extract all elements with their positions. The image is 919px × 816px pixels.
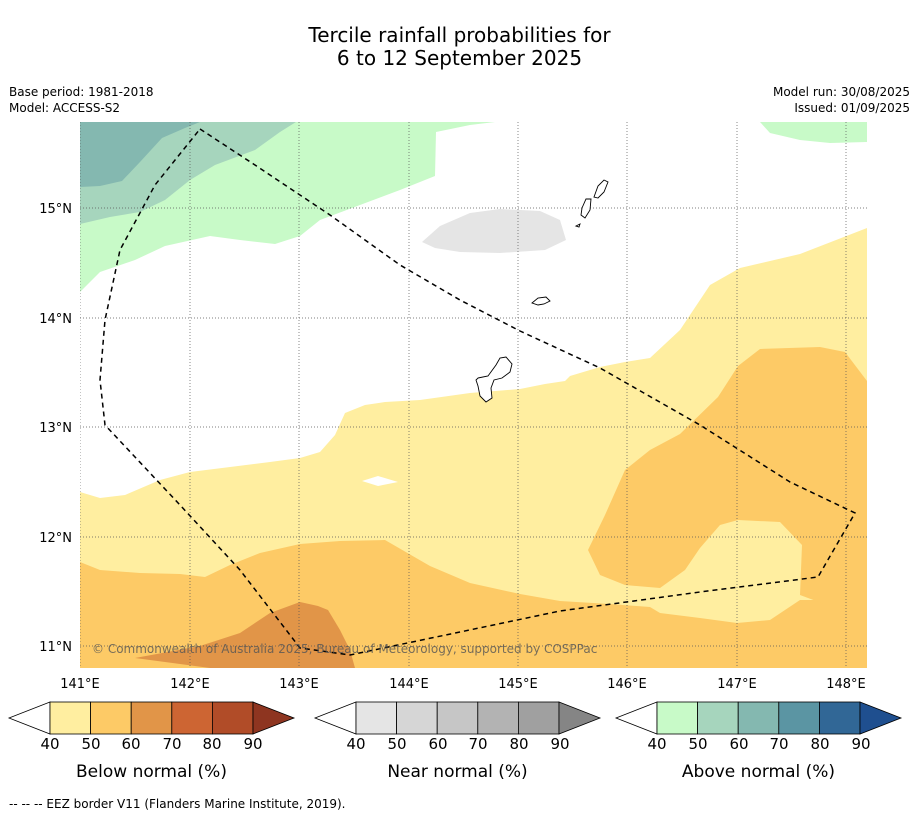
- colorbar-segment: [518, 701, 560, 735]
- rota-island: [531, 296, 551, 306]
- colorbar-segment: [436, 701, 479, 735]
- colorbar-segment: [396, 701, 438, 735]
- meta-right: Model run: 30/08/2025 Issued: 01/09/2025: [773, 84, 910, 116]
- lat-label: 14°N: [39, 312, 72, 327]
- colorbar-segment: [477, 701, 519, 735]
- lat-label: 12°N: [39, 531, 72, 546]
- lat-label: 11°N: [39, 640, 72, 655]
- map-panel: © Commonwealth of Australia 2025, Bureau…: [80, 122, 867, 668]
- cb-tick: 90: [243, 735, 263, 753]
- cb-tick: 50: [688, 735, 708, 753]
- gridlines: [80, 122, 867, 668]
- islands: [475, 179, 609, 403]
- near-normal-40-50-region: [422, 209, 566, 253]
- above-normal-40-50-ne-region: [760, 122, 867, 143]
- tinian-island: [580, 198, 592, 219]
- colorbars: [7, 701, 903, 735]
- lon-label: 148°E: [826, 677, 866, 692]
- lon-label: 146°E: [607, 677, 647, 692]
- chart-title-line2: 6 to 12 September 2025: [336, 46, 583, 70]
- aguijan-island: [574, 223, 581, 228]
- lon-label: 147°E: [717, 677, 757, 692]
- cb-tick: 90: [851, 735, 871, 753]
- lon-label: 145°E: [498, 677, 538, 692]
- cb-tick: 90: [550, 735, 570, 753]
- latitude-labels: 15°N 14°N 13°N 12°N 11°N: [39, 202, 72, 655]
- cb-tick: 80: [202, 735, 222, 753]
- cb-tick: 70: [162, 735, 182, 753]
- lat-label: 15°N: [39, 202, 72, 217]
- colorbar-extend-high: [558, 701, 602, 735]
- colorbar-above-normal-label: Above normal (%): [681, 762, 836, 782]
- cb-tick: 80: [509, 735, 529, 753]
- cb-tick: 40: [346, 735, 366, 753]
- copyright-notice: © Commonwealth of Australia 2025, Bureau…: [92, 642, 597, 656]
- colorbar-segment: [819, 701, 861, 735]
- colorbar-above-normal: [614, 701, 903, 735]
- colorbar-near-normal: [313, 701, 602, 735]
- chart-title-line1: Tercile rainfall probabilities for: [308, 23, 611, 47]
- lat-label: 13°N: [39, 421, 72, 436]
- colorbar-extend-low: [313, 701, 357, 735]
- colorbar-segment: [49, 701, 91, 735]
- colorbar-segment: [90, 701, 132, 735]
- colorbar-segment: [130, 701, 173, 735]
- colorbar-segment: [211, 701, 254, 735]
- white-patch: [362, 476, 398, 486]
- cb-tick: 80: [810, 735, 830, 753]
- below-normal-50-60-east-region: [588, 347, 867, 620]
- lon-label: 143°E: [279, 677, 319, 692]
- cb-tick: 60: [729, 735, 749, 753]
- lon-label: 142°E: [170, 677, 210, 692]
- cb-tick: 60: [428, 735, 448, 753]
- colorbar-segment: [697, 701, 739, 735]
- cb-tick: 70: [468, 735, 488, 753]
- colorbar-segment: [778, 701, 820, 735]
- colorbar-extend-low: [7, 701, 51, 735]
- colorbar-segment: [171, 701, 213, 735]
- lon-label: 144°E: [389, 677, 429, 692]
- below-normal-60-70-region: [135, 602, 355, 668]
- colorbar-extend-low: [614, 701, 658, 735]
- colorbar-extend-high: [252, 701, 296, 735]
- model-run: Model run: 30/08/2025: [772, 85, 910, 99]
- eez-border: [99, 127, 857, 656]
- base-period: Base period: 1981-2018: [9, 85, 154, 99]
- cb-tick: 50: [81, 735, 101, 753]
- issued-date: Issued: 01/09/2025: [794, 101, 910, 115]
- cb-tick: 40: [40, 735, 60, 753]
- longitude-labels: 141°E 142°E 143°E 144°E 145°E 146°E 147°…: [60, 677, 866, 692]
- model-name: Model: ACCESS-S2: [9, 101, 121, 115]
- colorbar-segment: [656, 701, 698, 735]
- eez-footnote: -- -- -- EEZ border V11 (Flanders Marine…: [9, 797, 346, 811]
- colorbar-below-normal-label: Below normal (%): [76, 762, 227, 782]
- above-normal-60-70-region: [80, 122, 200, 187]
- saipan-island: [593, 179, 609, 199]
- cb-tick: 70: [769, 735, 789, 753]
- colorbar-segment: [355, 701, 397, 735]
- cb-tick: 60: [121, 735, 141, 753]
- meta-left: Base period: 1981-2018 Model: ACCESS-S2: [9, 84, 154, 116]
- colorbar-near-normal-label: Near normal (%): [387, 762, 528, 782]
- cb-tick: 40: [647, 735, 667, 753]
- cb-tick: 50: [387, 735, 407, 753]
- colorbar-below-normal: [7, 701, 296, 735]
- colorbar-segment: [737, 701, 780, 735]
- colorbar-extend-high: [859, 701, 903, 735]
- guam-island: [475, 356, 513, 403]
- lon-label: 141°E: [60, 677, 100, 692]
